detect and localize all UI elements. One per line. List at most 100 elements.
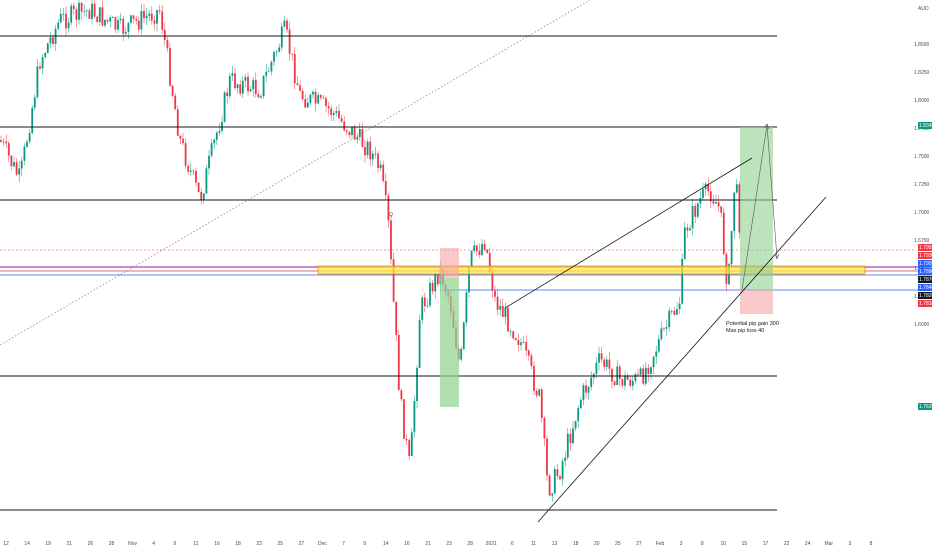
candle: [351, 127, 353, 139]
resistance-zone: [317, 265, 866, 275]
candle: [499, 299, 502, 316]
candle: [111, 15, 114, 19]
x-tick-label: Nov: [128, 541, 137, 547]
candle: [618, 364, 621, 387]
candle: [286, 18, 288, 34]
candle: [280, 22, 283, 52]
badge-value: 1.7810: [919, 301, 932, 307]
x-tick-label: 28: [109, 541, 115, 547]
badge-value: 1.7930: [919, 253, 932, 259]
candle: [366, 139, 369, 159]
candle: [403, 399, 405, 440]
candle: [556, 464, 559, 480]
wedge-upper-line: [504, 157, 753, 309]
candle: [715, 194, 717, 204]
candle: [301, 87, 304, 102]
candle: [41, 53, 44, 75]
x-tick-label: 16: [404, 541, 410, 547]
candle: [44, 51, 47, 59]
candle: [75, 6, 78, 28]
candle: [49, 31, 52, 49]
candle: [234, 67, 236, 91]
x-tick-label: 12: [3, 541, 9, 547]
candle: [426, 298, 429, 308]
candle: [213, 137, 216, 150]
candle: [637, 369, 639, 376]
candle: [356, 133, 359, 144]
price-badge: 1.8345: [918, 122, 932, 129]
candle: [652, 356, 655, 375]
candle: [504, 302, 507, 325]
candle: [249, 86, 252, 93]
candle: [257, 90, 260, 99]
candle: [574, 420, 577, 432]
candle: [132, 15, 135, 24]
candle: [283, 15, 286, 28]
candle: [738, 181, 741, 239]
candle: [509, 329, 512, 337]
x-tick-label: 2021: [486, 541, 497, 547]
candle: [525, 335, 528, 356]
candle: [494, 285, 496, 302]
candle: [626, 373, 629, 381]
candle: [135, 15, 138, 25]
candle: [117, 16, 119, 33]
candle: [650, 366, 652, 380]
candle: [109, 15, 112, 28]
candle: [434, 271, 437, 299]
candle: [247, 72, 249, 96]
candle: [377, 150, 379, 174]
candle: [312, 89, 314, 99]
candle: [57, 19, 60, 31]
price-badge: 1.7890: [918, 268, 932, 275]
candle: [161, 5, 164, 34]
candle: [65, 6, 67, 36]
candle: [62, 7, 65, 21]
candle: [153, 15, 156, 31]
candle: [582, 382, 585, 406]
candle: [665, 319, 668, 337]
candle: [291, 53, 294, 61]
candle: [335, 106, 338, 117]
candle: [384, 173, 387, 201]
candle: [416, 365, 418, 409]
candle: [496, 289, 499, 316]
x-tick-label: 7: [342, 541, 345, 547]
x-tick-label: 16: [214, 541, 220, 547]
candle: [608, 352, 611, 375]
badge-value: 1.8345: [919, 123, 932, 129]
badge-value: 1.7905: [919, 261, 932, 267]
badge-bg: [918, 300, 932, 307]
candle: [267, 67, 270, 73]
candle: [405, 434, 408, 446]
candle: [546, 435, 548, 481]
candle: [475, 244, 478, 256]
candle: [670, 309, 673, 315]
candle: [15, 158, 18, 176]
x-tick-label: 3: [680, 541, 683, 547]
x-tick-label: 8: [701, 541, 704, 547]
candle: [39, 62, 41, 71]
candle: [169, 42, 171, 88]
candle: [140, 3, 143, 35]
position-loss-box-left: [440, 248, 459, 278]
candle: [681, 253, 684, 305]
candle: [663, 326, 665, 332]
candle: [483, 239, 486, 252]
candle: [114, 16, 117, 33]
candle: [585, 379, 587, 399]
candle: [322, 94, 325, 99]
badge-value: 1.7870: [919, 277, 932, 283]
candle: [436, 274, 439, 287]
candle: [244, 73, 247, 88]
candle: [655, 345, 658, 364]
candle: [624, 370, 626, 390]
candle: [184, 138, 187, 169]
candle: [603, 357, 606, 371]
candle: [540, 387, 543, 423]
candle: [236, 83, 239, 94]
candle: [621, 378, 624, 389]
candle: [559, 474, 561, 481]
badge-bg: [918, 252, 932, 259]
